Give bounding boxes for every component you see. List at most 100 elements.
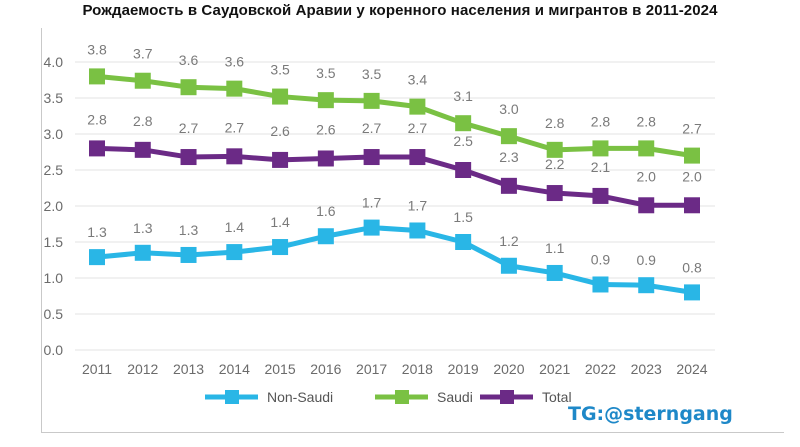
data-label: 1.5: [453, 209, 473, 225]
y-tick-label: 3.0: [44, 126, 64, 142]
data-point-marker: [455, 234, 472, 250]
x-tick-label: 2011: [82, 361, 112, 377]
data-label: 1.3: [179, 222, 199, 238]
data-label: 2.1: [591, 159, 611, 175]
data-label: 2.0: [682, 168, 702, 184]
data-label: 2.8: [133, 113, 153, 129]
y-tick-label: 2.0: [44, 198, 64, 214]
data-label: 2.6: [316, 121, 336, 137]
data-label: 3.5: [316, 65, 336, 81]
data-point-marker: [134, 141, 151, 158]
data-point-marker: [272, 88, 289, 105]
data-point-marker: [684, 284, 700, 301]
data-point-marker: [592, 276, 609, 293]
data-point-marker: [226, 148, 243, 165]
data-point-marker: [546, 141, 563, 158]
data-point-marker: [89, 249, 105, 266]
data-point-marker: [134, 244, 151, 261]
x-tick-label: 2014: [219, 361, 250, 377]
data-label: 2.7: [179, 120, 199, 136]
data-label: 2.8: [591, 113, 611, 129]
legend-label: Total: [542, 389, 572, 405]
x-tick-label: 2021: [539, 361, 570, 377]
data-point-marker: [500, 257, 517, 274]
data-point-marker: [546, 185, 563, 202]
data-label: 3.6: [225, 54, 245, 70]
x-tick-label: 2018: [402, 361, 433, 377]
data-point-marker: [226, 80, 243, 97]
data-point-marker: [684, 147, 700, 164]
data-point-marker: [409, 222, 426, 239]
x-tick-label: 2015: [264, 361, 295, 377]
data-point-marker: [455, 115, 472, 132]
data-point-marker: [638, 277, 655, 294]
y-tick-label: 2.5: [44, 162, 64, 178]
data-label: 3.7: [133, 46, 153, 62]
data-label: 2.5: [453, 133, 473, 149]
data-label: 2.3: [499, 149, 519, 165]
data-label: 1.4: [270, 214, 290, 230]
x-tick-label: 2019: [448, 361, 479, 377]
data-point-marker: [500, 177, 517, 194]
data-point-marker: [638, 197, 655, 214]
data-label: 1.3: [133, 220, 153, 236]
data-label: 3.0: [499, 101, 519, 117]
data-point-marker: [317, 150, 334, 167]
data-label: 1.7: [408, 197, 428, 213]
y-tick-label: 0.0: [44, 342, 64, 358]
data-label: 3.1: [453, 88, 473, 104]
data-label: 2.8: [87, 111, 107, 127]
data-point-marker: [272, 239, 289, 256]
data-label: 3.8: [87, 41, 107, 57]
y-tick-label: 4.0: [44, 54, 64, 70]
x-tick-label: 2017: [356, 361, 387, 377]
data-point-marker: [89, 68, 105, 85]
data-label: 2.8: [636, 113, 656, 129]
data-point-marker: [226, 244, 243, 261]
y-tick-label: 0.5: [44, 306, 64, 322]
data-label: 3.4: [408, 72, 428, 88]
y-tick-label: 3.5: [44, 90, 64, 106]
data-label: 2.7: [362, 120, 382, 136]
legend-swatch-marker: [395, 390, 409, 404]
data-point-marker: [455, 162, 472, 178]
data-point-marker: [592, 140, 609, 157]
data-point-marker: [363, 149, 380, 166]
legend-label: Saudi: [437, 389, 473, 405]
data-point-marker: [180, 246, 197, 263]
data-label: 1.4: [225, 219, 245, 235]
data-label: 3.6: [179, 52, 199, 68]
data-label: 0.9: [636, 252, 656, 268]
legend-swatch-marker: [500, 390, 514, 404]
data-point-marker: [409, 149, 426, 166]
legend-label: Non-Saudi: [267, 389, 333, 405]
data-point-marker: [500, 128, 517, 145]
data-label: 1.7: [362, 195, 382, 211]
x-tick-label: 2012: [127, 361, 158, 377]
data-point-marker: [363, 92, 380, 109]
x-tick-label: 2013: [173, 361, 204, 377]
data-label: 1.6: [316, 203, 336, 219]
data-point-marker: [317, 92, 334, 109]
x-tick-label: 2024: [676, 361, 707, 377]
data-point-marker: [180, 149, 197, 166]
data-point-marker: [317, 228, 334, 245]
data-label: 2.7: [408, 120, 428, 136]
data-label: 2.7: [225, 119, 245, 135]
data-point-marker: [409, 98, 426, 115]
data-label: 0.8: [682, 259, 702, 275]
data-label: 2.7: [682, 121, 702, 137]
x-tick-label: 2023: [631, 361, 662, 377]
data-point-marker: [592, 187, 609, 204]
chart-frame: [41, 28, 784, 433]
data-label: 2.2: [545, 156, 565, 172]
data-label: 1.3: [87, 224, 107, 240]
data-label: 2.0: [636, 168, 656, 184]
data-label: 2.8: [545, 115, 565, 131]
data-label: 3.5: [362, 66, 382, 82]
legend-swatch-marker: [225, 390, 239, 404]
data-label: 1.2: [499, 233, 519, 249]
data-point-marker: [638, 140, 655, 157]
x-tick-label: 2022: [585, 361, 616, 377]
